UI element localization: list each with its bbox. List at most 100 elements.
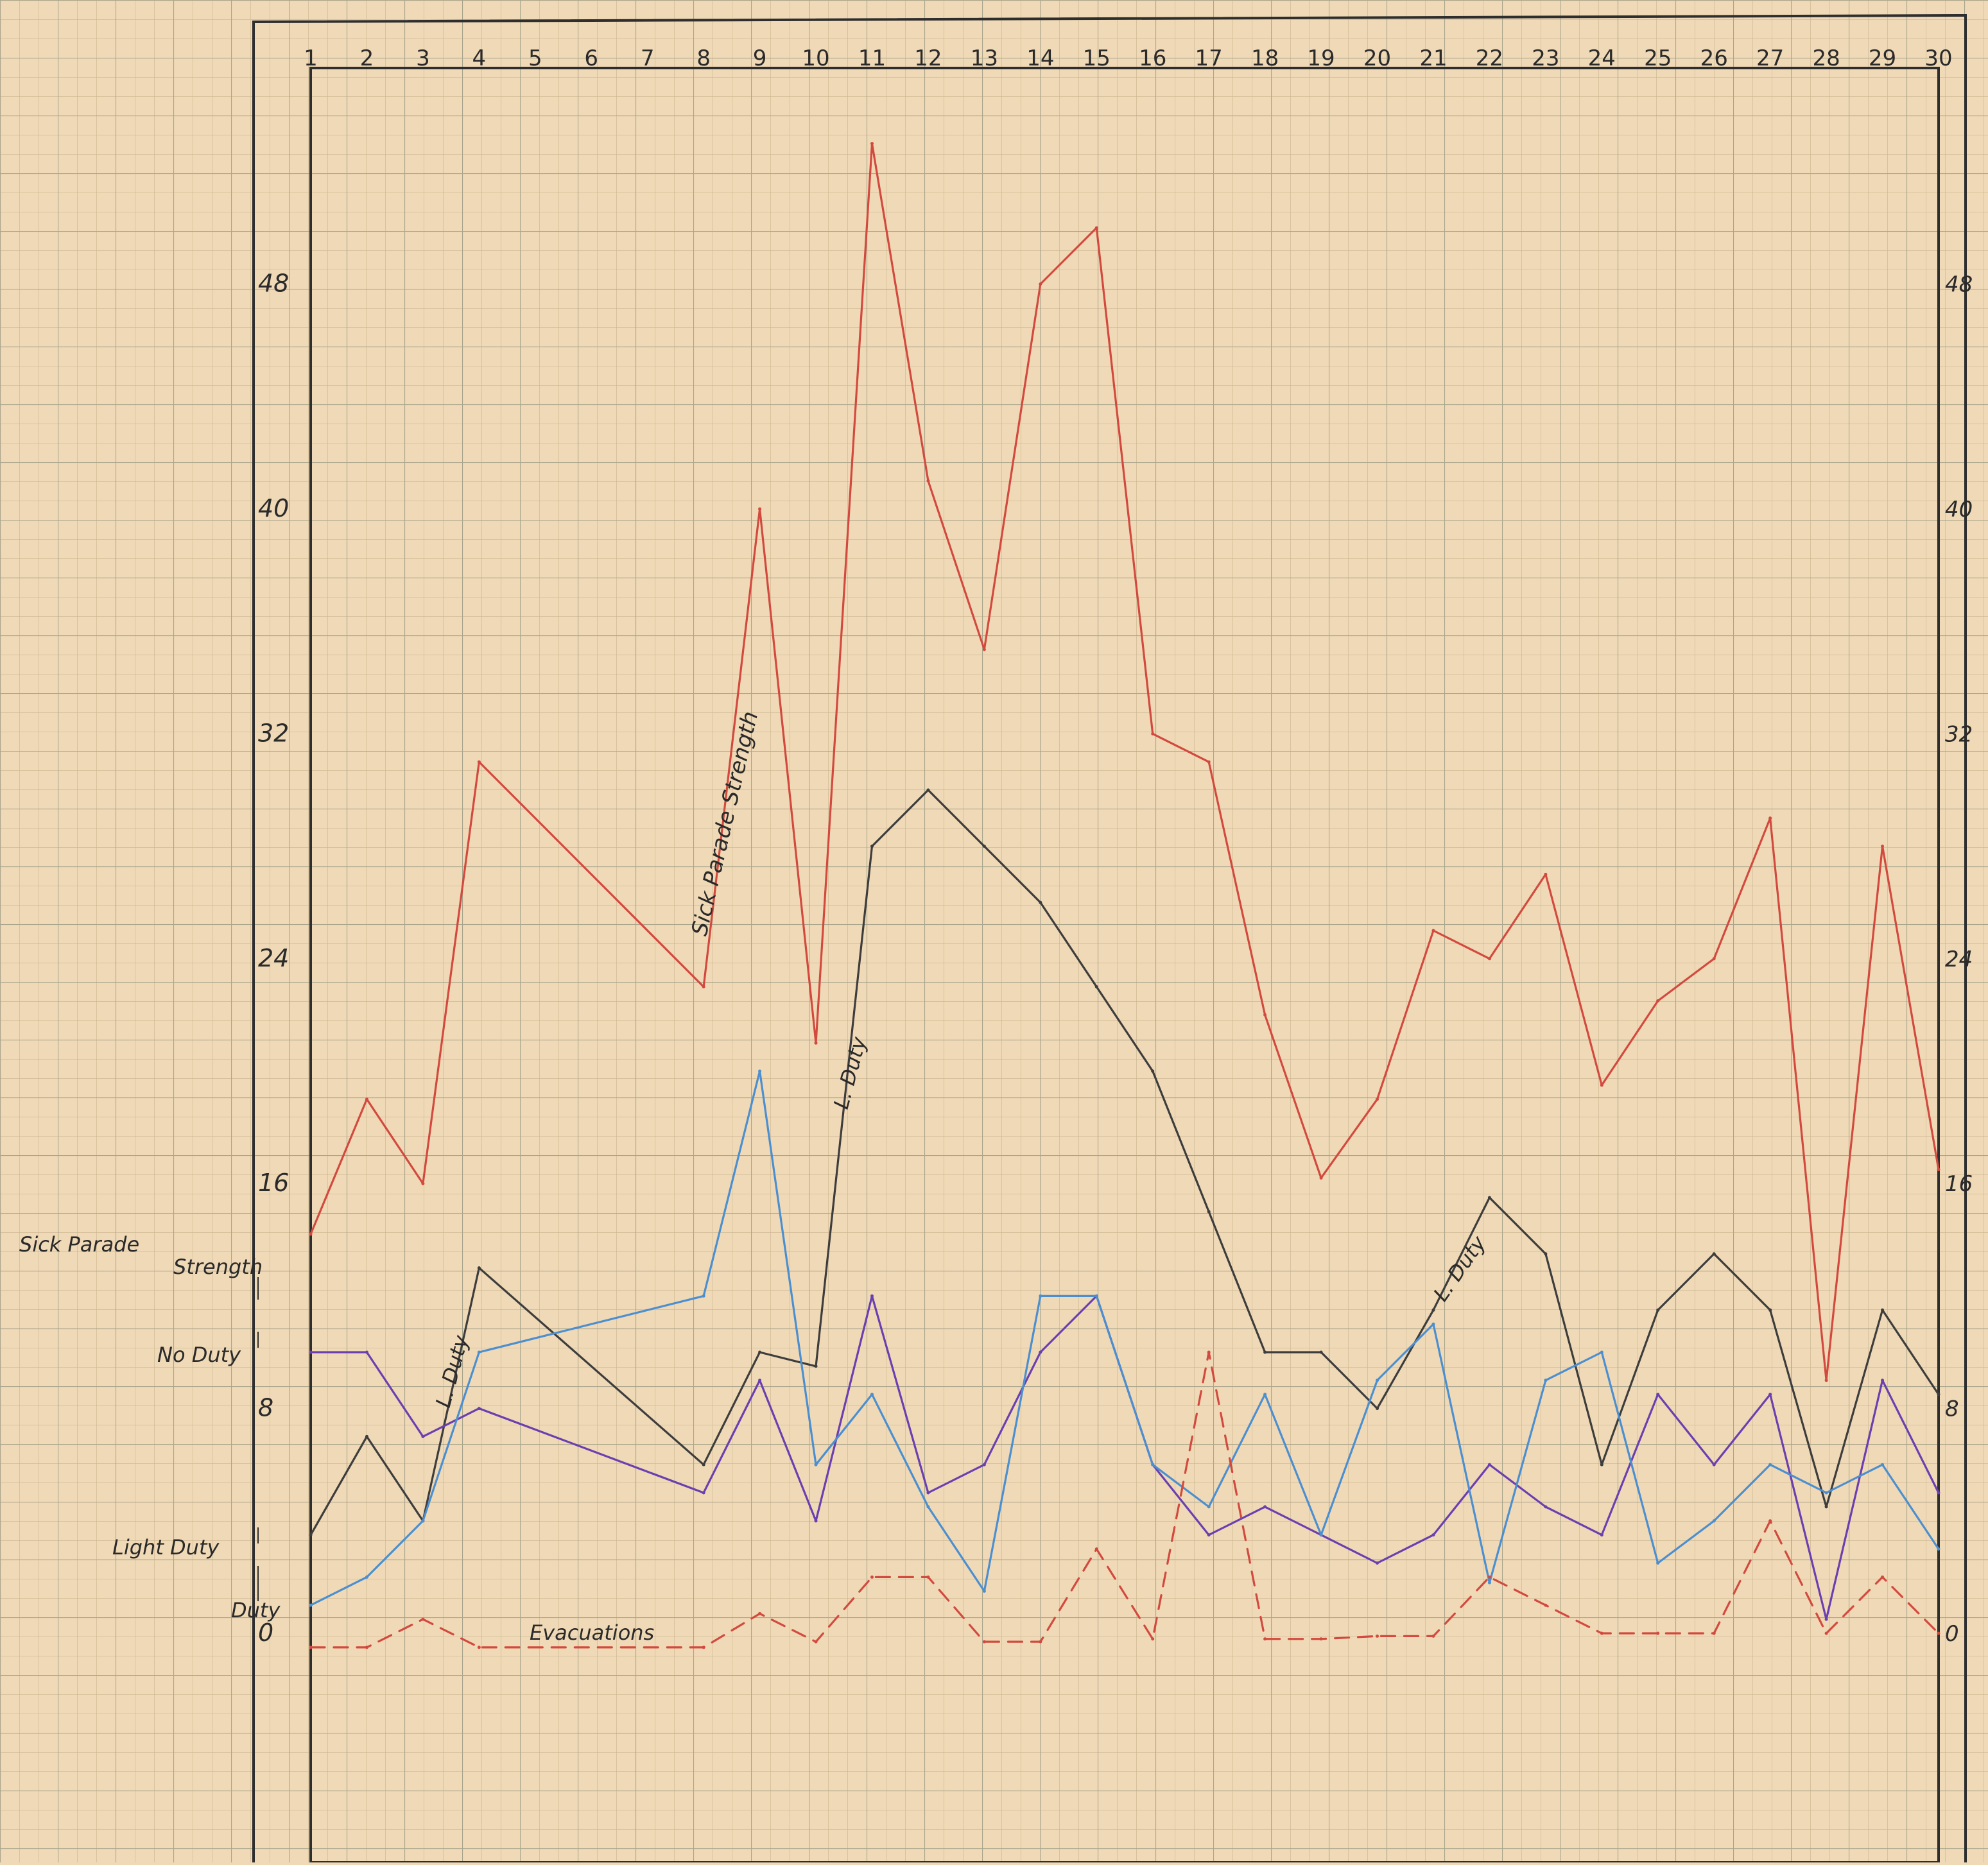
- left-label-no-duty: No Duty: [157, 1343, 241, 1367]
- x-tick-label-18: 18: [1251, 46, 1279, 71]
- x-tick-label-27: 27: [1756, 46, 1784, 71]
- series-point-evacuations-day-13: [982, 1640, 986, 1644]
- series-point-sick-parade-strength-day-1: [309, 1232, 313, 1236]
- series-point-evacuations-day-3: [421, 1617, 425, 1621]
- x-tick-label-4: 4: [472, 46, 487, 71]
- x-tick-label-10: 10: [802, 46, 829, 71]
- series-point-no-duty-day-20: [1376, 1561, 1379, 1565]
- series-point-sick-parade-strength-day-27: [1768, 816, 1772, 820]
- series-point-evacuations-day-22: [1487, 1575, 1491, 1579]
- x-tick-label-5: 5: [528, 46, 542, 71]
- y-tick-label-left-16: 16: [258, 1169, 289, 1197]
- series-point-no-duty-day-28: [1824, 1617, 1828, 1621]
- series-point-l-duty-day-15: [1094, 985, 1098, 989]
- series-point-light-duty-day-1: [309, 1603, 313, 1607]
- x-tick-label-22: 22: [1476, 46, 1503, 71]
- series-point-l-duty-day-17: [1207, 1210, 1211, 1214]
- series-point-light-duty-day-20: [1376, 1379, 1379, 1382]
- series-point-light-duty-day-12: [926, 1505, 930, 1509]
- x-tick-label-2: 2: [360, 46, 374, 71]
- series-point-sick-parade-strength-day-26: [1712, 957, 1716, 961]
- series-point-no-duty-day-27: [1768, 1393, 1772, 1397]
- x-tick-label-24: 24: [1588, 46, 1616, 71]
- series-point-l-duty-day-24: [1600, 1463, 1603, 1466]
- x-tick-label-23: 23: [1532, 46, 1559, 71]
- x-tick-label-11: 11: [858, 46, 886, 71]
- series-point-sick-parade-strength-day-8: [702, 985, 705, 989]
- series-point-no-duty-day-24: [1600, 1533, 1603, 1537]
- series-point-l-duty-day-21: [1431, 1308, 1435, 1312]
- y-tick-labels-left: 48 40 32 24 16 8 0: [258, 270, 289, 1647]
- series-point-light-duty-day-2: [365, 1575, 368, 1579]
- series-point-no-duty-day-29: [1881, 1379, 1885, 1382]
- series-point-no-duty-day-13: [982, 1463, 986, 1466]
- series-point-l-duty-day-25: [1656, 1308, 1660, 1312]
- y-tick-label-left-24: 24: [258, 944, 289, 972]
- x-tick-label-20: 20: [1363, 46, 1391, 71]
- series-point-no-duty-day-30: [1937, 1491, 1940, 1495]
- series-point-evacuations-day-17: [1207, 1350, 1211, 1354]
- x-tick-label-12: 12: [914, 46, 942, 71]
- annotation-evacuations: Evacuations: [530, 1620, 654, 1645]
- series-point-no-duty-day-2: [365, 1350, 368, 1354]
- series-point-no-duty-day-10: [814, 1519, 818, 1523]
- series-point-no-duty-day-21: [1431, 1533, 1435, 1537]
- y-tick-label-right-8: 8: [1945, 1397, 1959, 1422]
- series-point-sick-parade-strength-day-4: [477, 760, 481, 764]
- series-point-light-duty-day-4: [477, 1350, 481, 1354]
- series-point-light-duty-day-29: [1881, 1463, 1885, 1466]
- x-tick-label-1: 1: [304, 46, 318, 71]
- series-point-light-duty-day-21: [1431, 1322, 1435, 1326]
- y-tick-label-right-16: 16: [1945, 1171, 1973, 1197]
- series-point-no-duty-day-4: [477, 1407, 481, 1411]
- series-point-light-duty-day-9: [758, 1069, 762, 1073]
- x-tick-label-8: 8: [696, 46, 711, 71]
- series-point-light-duty-day-26: [1712, 1519, 1716, 1523]
- series-point-l-duty-day-13: [982, 845, 986, 848]
- x-tick-label-15: 15: [1083, 46, 1111, 71]
- series-point-evacuations-day-25: [1656, 1631, 1660, 1635]
- series-point-l-duty-day-9: [758, 1350, 762, 1354]
- x-tick-label-16: 16: [1139, 46, 1166, 71]
- x-tick-label-19: 19: [1307, 46, 1335, 71]
- series-point-l-duty-day-19: [1319, 1350, 1323, 1354]
- series-point-sick-parade-strength-day-2: [365, 1097, 368, 1101]
- series-point-l-duty-day-30: [1937, 1393, 1940, 1397]
- series-point-sick-parade-strength-day-19: [1319, 1176, 1323, 1180]
- series-point-sick-parade-strength-day-22: [1487, 957, 1491, 961]
- series-point-l-duty-day-4: [477, 1266, 481, 1270]
- series-point-light-duty-day-23: [1544, 1379, 1548, 1382]
- series-point-evacuations-day-27: [1768, 1519, 1772, 1523]
- series-point-evacuations-day-12: [926, 1575, 930, 1579]
- series-point-evacuations-day-8: [702, 1646, 705, 1649]
- x-tick-label-26: 26: [1700, 46, 1728, 71]
- x-tick-label-17: 17: [1195, 46, 1223, 71]
- series-point-evacuations-day-24: [1600, 1631, 1603, 1635]
- series-point-sick-parade-strength-day-20: [1376, 1097, 1379, 1101]
- y-tick-labels-right: 48 40 32 24 16 8 0: [1945, 272, 1973, 1647]
- y-tick-label-right-24: 24: [1945, 947, 1973, 972]
- series-point-evacuations-day-28: [1824, 1631, 1828, 1635]
- series-point-sick-parade-strength-day-3: [421, 1182, 425, 1185]
- series-point-l-duty-day-18: [1263, 1350, 1267, 1354]
- left-label-duty: Duty: [231, 1598, 281, 1622]
- series-point-l-duty-day-23: [1544, 1252, 1548, 1256]
- series-point-light-duty-day-30: [1937, 1547, 1940, 1551]
- x-tick-label-28: 28: [1812, 46, 1840, 71]
- series-point-light-duty-day-10: [814, 1463, 818, 1466]
- series-point-sick-parade-strength-day-10: [814, 1041, 818, 1045]
- y-tick-label-right-40: 40: [1945, 497, 1973, 522]
- series-point-evacuations-day-10: [814, 1640, 818, 1644]
- x-tick-label-21: 21: [1419, 46, 1447, 71]
- outer-frame: [252, 13, 1967, 1862]
- series-point-no-duty-day-3: [421, 1434, 425, 1438]
- series-point-no-duty-day-17: [1207, 1533, 1211, 1537]
- series-point-light-duty-day-16: [1151, 1463, 1155, 1466]
- series-point-l-duty-day-16: [1151, 1069, 1155, 1073]
- series-point-evacuations-day-30: [1937, 1631, 1940, 1635]
- series-point-sick-parade-strength-day-17: [1207, 760, 1211, 764]
- series-point-sick-parade-strength-day-15: [1094, 226, 1098, 230]
- series-point-no-duty-day-26: [1712, 1463, 1716, 1466]
